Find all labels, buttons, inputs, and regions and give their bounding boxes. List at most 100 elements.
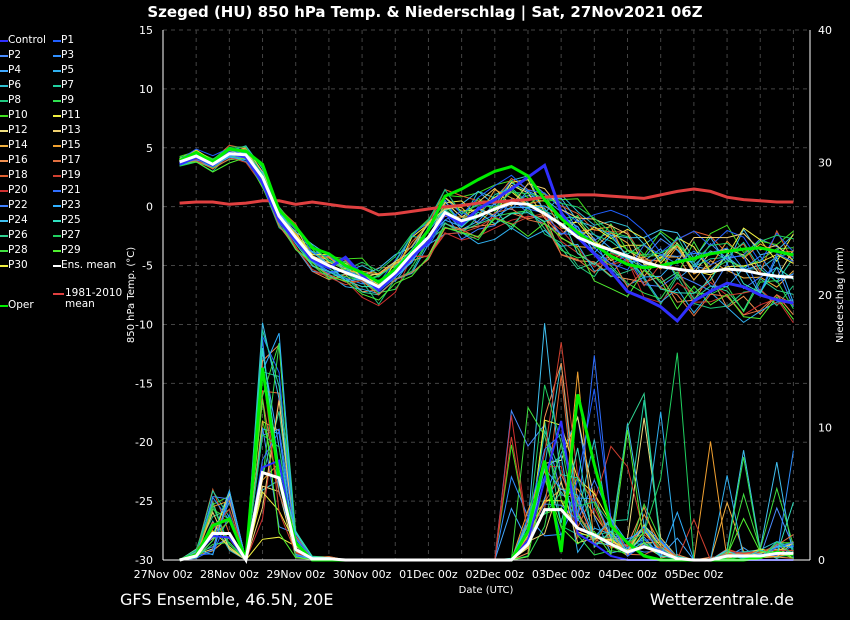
- temp-line-p8: [179, 153, 794, 309]
- legend-item-p3: P3: [53, 48, 133, 63]
- legend-swatch: [0, 100, 8, 102]
- legend-item-p10: P10: [0, 108, 80, 123]
- legend-swatch: [0, 70, 8, 72]
- x-tick-label: 27Nov 00z: [134, 568, 193, 581]
- temperature-lines: [178, 144, 794, 324]
- legend-label: P13: [61, 124, 81, 136]
- x-axis-label: Date (UTC): [459, 585, 514, 596]
- legend-label: Control: [8, 34, 46, 46]
- y-tick-label-left: -10: [135, 318, 153, 331]
- temp-line-p19: [179, 156, 794, 305]
- temp-line-ens-mean: [179, 152, 794, 289]
- legend-item-p2: P2: [0, 48, 80, 63]
- legend-swatch: [0, 175, 8, 177]
- legend-label: P21: [61, 184, 81, 196]
- legend-label: P20: [8, 184, 28, 196]
- legend-label: P7: [61, 79, 75, 91]
- legend-item-p8: P8: [0, 93, 80, 108]
- temp-line-control: [179, 150, 794, 324]
- legend-swatch: [53, 220, 61, 222]
- legend-item-control: Control: [0, 33, 80, 48]
- y-tick-label-left: -5: [142, 260, 153, 273]
- legend-swatch: [0, 160, 8, 162]
- legend-label: P18: [8, 169, 28, 181]
- y-tick-label-left: -15: [135, 377, 153, 390]
- legend-item-p12: P12: [0, 123, 80, 138]
- legend-swatch: [0, 305, 8, 307]
- x-tick-label: 28Nov 00z: [200, 568, 259, 581]
- axes: [162, 30, 811, 561]
- legend-swatch: [53, 160, 61, 162]
- legend-item-p1: P1: [53, 33, 133, 48]
- legend-item-p28: P28: [0, 243, 80, 258]
- temp-line-p16: [179, 154, 794, 316]
- y-tick-label-left: 15: [139, 24, 153, 37]
- precip-line-p15: [179, 371, 794, 561]
- legend-swatch: [0, 265, 8, 267]
- temp-line-p23: [179, 156, 794, 303]
- legend-item-p15: P15: [53, 138, 133, 153]
- x-tick-label: 05Dec 00z: [665, 568, 724, 581]
- legend-swatch: [53, 145, 61, 147]
- legend-label: 1981-2010: [65, 287, 123, 299]
- legend-swatch: [0, 235, 8, 237]
- legend-label: P6: [8, 79, 22, 91]
- temp-line-oper: [178, 147, 794, 284]
- legend-label: P3: [61, 49, 75, 61]
- legend-label: Oper: [8, 299, 34, 311]
- legend-label: P8: [8, 94, 22, 106]
- temp-line-p17: [179, 157, 794, 317]
- legend-label: P25: [61, 214, 81, 226]
- legend-item-p9: P9: [53, 93, 133, 108]
- x-tick-label: 01Dec 00z: [399, 568, 458, 581]
- legend-item-p13: P13: [53, 123, 133, 138]
- legend-label: P26: [8, 229, 28, 241]
- legend-swatch: [53, 85, 61, 87]
- y-axis-label-left: 850 hPa Temp. (°C): [126, 247, 137, 343]
- y-tick-label-left: 5: [146, 142, 153, 155]
- y-tick-label-left: -25: [135, 495, 153, 508]
- legend-swatch: [53, 293, 64, 295]
- legend-label: P15: [61, 139, 81, 151]
- chart-title: Szeged (HU) 850 hPa Temp. & Niederschlag…: [147, 3, 703, 21]
- y-tick-label-left: 10: [139, 83, 153, 96]
- legend-item-p25: P25: [53, 213, 133, 228]
- legend-label: P29: [61, 244, 81, 256]
- legend-label: P4: [8, 64, 22, 76]
- legend-swatch: [53, 55, 61, 57]
- y-tick-label-right: 20: [818, 289, 832, 302]
- legend-item-p22: P22: [0, 198, 80, 213]
- legend-item-p5: P5: [53, 63, 133, 78]
- legend-item-p20: P20: [0, 183, 80, 198]
- legend-column-1: Control P2 P4 P6 P8 P10 P12 P14 P16 P18 P20 P22 P24 P…: [0, 33, 80, 273]
- legend-swatch: [53, 115, 61, 117]
- precip-line-p21: [179, 355, 794, 561]
- precip-line-ens-mean: [179, 470, 794, 565]
- legend-label: P12: [8, 124, 28, 136]
- legend-swatch: [0, 220, 8, 222]
- y-tick-label-left: -20: [135, 436, 153, 449]
- legend-item-climate-mean: 1981-2010 mean: [53, 288, 133, 314]
- legend-item-p30: P30: [0, 258, 80, 273]
- legend-label: P1: [61, 34, 75, 46]
- legend-item-p18: P18: [0, 168, 80, 183]
- legend-item-p11: P11: [53, 108, 133, 123]
- precip-line-p8: [179, 371, 794, 561]
- legend-swatch: [0, 40, 8, 42]
- legend-label: P17: [61, 154, 81, 166]
- legend-swatch: [0, 85, 8, 87]
- legend-label: mean: [65, 298, 95, 310]
- legend-label: P10: [8, 109, 28, 121]
- legend-swatch: [53, 190, 61, 192]
- legend-label: P5: [61, 64, 75, 76]
- y-tick-label-left: -30: [135, 554, 153, 567]
- legend-label: P16: [8, 154, 28, 166]
- legend-item-p29: P29: [53, 243, 133, 258]
- temp-line-p7: [179, 151, 794, 283]
- legend-swatch: [53, 265, 61, 267]
- precip-line-p19: [179, 342, 794, 561]
- legend-swatch: [53, 130, 61, 132]
- legend-swatch: [53, 235, 61, 237]
- x-tick-label: 03Dec 00z: [532, 568, 591, 581]
